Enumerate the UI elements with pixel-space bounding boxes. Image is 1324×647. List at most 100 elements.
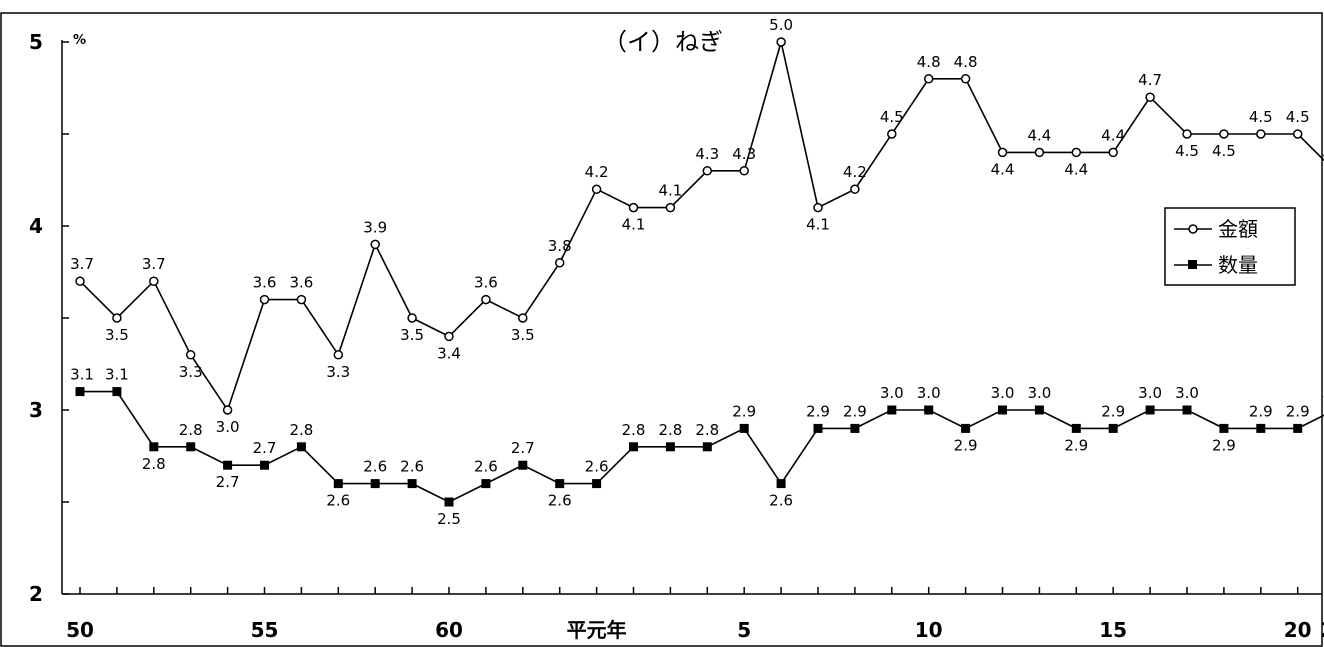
data-point xyxy=(518,313,528,323)
data-label: 2.9 xyxy=(954,436,978,454)
data-point xyxy=(923,74,934,84)
data-point xyxy=(813,423,823,433)
data-point xyxy=(370,239,380,250)
data-label: 2.9 xyxy=(1249,402,1273,420)
x-tick-label: 21 xyxy=(1321,618,1324,642)
data-label: 3.5 xyxy=(400,326,424,344)
data-label: 3.6 xyxy=(289,274,313,292)
x-tick-label: 15 xyxy=(1099,618,1127,642)
x-tick-label: 50 xyxy=(66,618,94,642)
data-point xyxy=(223,460,233,470)
data-point xyxy=(665,442,675,452)
data-label: 3.0 xyxy=(216,418,240,436)
data-point xyxy=(370,479,380,489)
data-label: 4.5 xyxy=(1286,108,1310,126)
data-label: 2.9 xyxy=(732,402,756,420)
data-label: 2.6 xyxy=(400,458,424,476)
data-label: 4.1 xyxy=(806,216,830,234)
data-point xyxy=(961,423,971,433)
data-label: 4.2 xyxy=(585,163,609,181)
data-label: 2.5 xyxy=(437,510,461,528)
data-label: 3.6 xyxy=(253,274,277,292)
data-label: 4.4 xyxy=(1101,126,1125,144)
data-label: 4.5 xyxy=(1249,108,1273,126)
data-point xyxy=(1182,129,1192,139)
data-label: 2.6 xyxy=(363,458,387,476)
data-label: 2.9 xyxy=(806,402,830,420)
data-point xyxy=(592,479,602,489)
data-point xyxy=(1145,405,1155,415)
data-point xyxy=(887,129,897,139)
data-point xyxy=(407,479,417,489)
data-point xyxy=(1256,423,1266,433)
data-label: 3.0 xyxy=(1175,384,1199,402)
data-label: 3.5 xyxy=(105,326,129,344)
data-label: 4.2 xyxy=(843,163,867,181)
chart-title: （イ）ねぎ xyxy=(603,28,723,56)
data-point xyxy=(702,442,712,452)
data-label: 2.9 xyxy=(1286,402,1310,420)
data-point xyxy=(739,166,749,176)
legend-box xyxy=(1164,207,1296,286)
data-point xyxy=(850,184,860,194)
data-point xyxy=(628,202,639,213)
data-point xyxy=(1292,129,1303,139)
x-tick-label: 5 xyxy=(737,618,751,642)
data-label: 3.1 xyxy=(105,366,129,384)
data-point xyxy=(407,313,417,323)
data-point xyxy=(665,202,676,213)
x-tick-label: 55 xyxy=(251,618,279,642)
data-label: 4.4 xyxy=(1027,126,1051,144)
chart-border xyxy=(0,12,1323,647)
data-label: 2.9 xyxy=(843,402,867,420)
data-point xyxy=(260,460,269,470)
data-label: 2.7 xyxy=(511,439,535,457)
data-label: 2.8 xyxy=(289,421,313,439)
data-label: 4.4 xyxy=(991,160,1015,178)
data-point xyxy=(739,423,749,433)
data-point xyxy=(960,74,971,84)
data-point xyxy=(333,350,344,360)
data-label: 2.6 xyxy=(769,492,793,510)
data-point xyxy=(1219,129,1229,139)
data-point xyxy=(591,184,602,194)
data-label: 4.7 xyxy=(1138,71,1162,89)
data-point xyxy=(296,294,307,305)
data-point xyxy=(259,294,270,305)
x-tick-label: 20 xyxy=(1284,618,1312,642)
data-point xyxy=(997,147,1008,158)
data-label: 3.3 xyxy=(179,363,203,381)
data-label: 4.5 xyxy=(880,108,904,126)
data-point xyxy=(1034,147,1045,158)
data-label: 4.4 xyxy=(1064,160,1088,178)
data-point xyxy=(776,37,786,47)
data-point xyxy=(998,405,1007,415)
data-point xyxy=(481,294,491,305)
data-point xyxy=(1219,423,1229,433)
legend-label-amount: 金額 xyxy=(1218,217,1258,241)
data-label: 3.4 xyxy=(437,344,461,362)
data-point xyxy=(333,479,343,489)
data-label: 4.3 xyxy=(1323,145,1324,163)
data-label: 2.8 xyxy=(695,421,719,439)
data-point xyxy=(1182,405,1192,415)
data-point xyxy=(222,405,233,415)
data-label: 2.8 xyxy=(179,421,203,439)
data-point xyxy=(1108,147,1118,158)
data-label: 4.5 xyxy=(1212,142,1236,160)
data-label: 3.5 xyxy=(511,326,535,344)
legend-marker-amount xyxy=(1188,224,1198,234)
data-label: 2.6 xyxy=(585,458,609,476)
data-point xyxy=(776,479,786,489)
series-line xyxy=(79,41,1324,412)
data-point xyxy=(850,423,860,433)
y-tick-label: 2 xyxy=(29,582,43,606)
data-label: 2.6 xyxy=(474,458,498,476)
data-point xyxy=(149,276,159,286)
data-label: 2.7 xyxy=(253,439,277,457)
data-label: 3.0 xyxy=(917,384,941,402)
data-label: 3.0 xyxy=(1027,384,1051,402)
data-point xyxy=(1071,147,1082,158)
data-point xyxy=(1108,423,1118,433)
data-point xyxy=(555,479,565,489)
